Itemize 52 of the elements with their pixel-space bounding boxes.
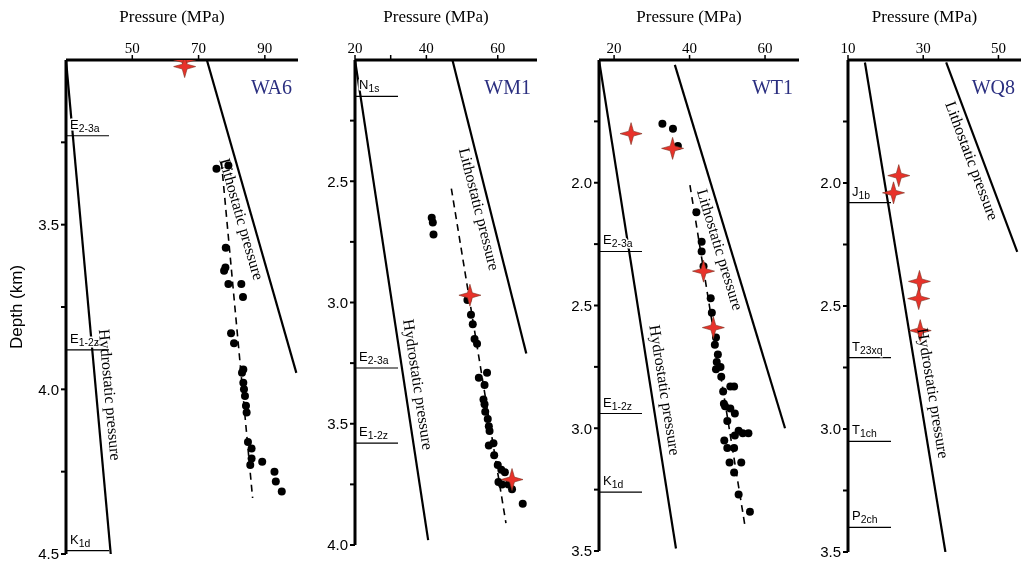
x-tick-label: 70 — [191, 40, 207, 56]
x-tick-label: 40 — [682, 40, 698, 56]
text: WT1 — [751, 76, 793, 98]
y-tick-label: 2.5 — [327, 172, 348, 190]
x-tick-label: 20 — [606, 40, 622, 56]
text: Hydrostatic pressure — [645, 323, 684, 457]
x-axis-title: Pressure (MPa) — [636, 7, 742, 26]
x-tick-label: 50 — [124, 40, 140, 56]
x-axis-title: Pressure (MPa) — [871, 7, 978, 26]
y-axis-title: Depth (km) — [7, 264, 26, 350]
y-tick-label: 4.0 — [327, 536, 348, 554]
x-tick-label: 90 — [257, 40, 273, 56]
y-tick-label: 3.0 — [571, 419, 592, 437]
y-tick-label: 3.0 — [820, 420, 841, 438]
text: WA6 — [250, 76, 292, 98]
ref-line-label: P$_{2ch}$ — [852, 508, 878, 526]
x-tick-label: 20 — [347, 40, 363, 56]
text: WM1 — [484, 76, 531, 98]
text: WQ8 — [971, 76, 1015, 98]
y-tick-label: 3.5 — [327, 415, 348, 433]
x-tick-label: 30 — [915, 40, 931, 56]
text: Hydrostatic pressure — [399, 317, 437, 452]
text: Hydrostatic pressure — [913, 326, 953, 460]
text: Lithostatic pressure — [454, 146, 504, 273]
ref-line-label: N$_{1s}$ — [359, 77, 380, 95]
y-tick-label: 2.0 — [571, 174, 592, 192]
text: Lithostatic pressure — [692, 186, 747, 313]
y-tick-label: 2.5 — [571, 296, 592, 314]
y-tick-label: 2.5 — [820, 297, 841, 315]
x-tick-label: 60 — [490, 40, 506, 56]
y-tick-label: 3.5 — [38, 215, 59, 233]
ref-line-label: K$_{1d}$ — [70, 531, 91, 549]
ref-line-label: K$_{1d}$ — [603, 473, 624, 491]
ref-line-label: E$_{1-2z}$ — [359, 424, 388, 442]
ref-line-label: T$_{23xq}$ — [852, 338, 883, 356]
y-tick-label: 2.0 — [820, 174, 841, 192]
x-tick-label: 60 — [757, 40, 773, 56]
x-tick-label: 50 — [990, 40, 1006, 56]
ref-line-label: E$_{2-3a}$ — [359, 348, 389, 366]
ref-line-label: T$_{1ch}$ — [852, 422, 877, 440]
x-axis-title: Pressure (MPa) — [383, 7, 489, 26]
ref-line-label: J$_{1b}$ — [852, 183, 871, 201]
y-tick-label: 3.5 — [820, 543, 841, 561]
x-tick-label: 40 — [418, 40, 434, 56]
y-tick-label: 4.0 — [38, 380, 59, 398]
x-tick-label: 10 — [840, 40, 856, 56]
y-tick-label: 3.0 — [327, 293, 348, 311]
text: Lithostatic pressure — [215, 156, 268, 283]
y-tick-label: 4.5 — [38, 545, 59, 562]
x-axis-title: Pressure (MPa) — [119, 7, 225, 26]
y-tick-label: 3.5 — [571, 542, 592, 560]
ref-line-label: E$_{1-2z}$ — [603, 394, 632, 412]
